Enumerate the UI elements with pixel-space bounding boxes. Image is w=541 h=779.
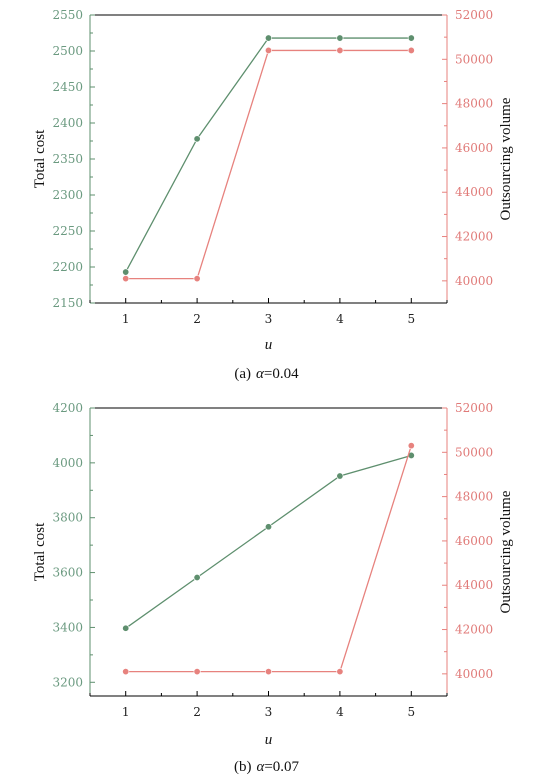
total-cost-point <box>407 34 415 42</box>
left-tick-label: 2250 <box>52 224 83 238</box>
left-tick-label: 4000 <box>52 456 83 470</box>
outsourcing-volume-point <box>122 275 130 283</box>
caption-prefix: (a) <box>234 366 251 382</box>
left-tick-label: 2150 <box>52 296 83 310</box>
total-cost-point <box>336 472 344 480</box>
caption-value: =0.04 <box>264 366 299 382</box>
outsourcing-volume-point <box>336 668 344 676</box>
left-tick-label: 3200 <box>52 675 83 689</box>
chart-panel-a: 2150 2200 2250 2300 2350 2400 2450 2500 2550 4000… <box>32 8 514 382</box>
left-tick-label: 2450 <box>52 80 83 94</box>
right-tick-label: 42000 <box>455 623 493 637</box>
outsourcing-volume-line <box>125 49 412 280</box>
caption-prefix: (b) <box>234 759 252 775</box>
right-tick-label: 50000 <box>455 52 493 66</box>
left-axis-title: Total cost <box>32 522 48 581</box>
x-tick-label: 1 <box>122 312 130 326</box>
left-tick-label: 3800 <box>52 511 83 525</box>
x-axis-title: u <box>265 337 273 353</box>
total-cost-point <box>193 135 201 143</box>
x-tick-label: 2 <box>193 312 201 326</box>
right-tick-label: 42000 <box>455 230 493 244</box>
left-tick-label: 2500 <box>52 44 83 58</box>
outsourcing-volume-point <box>407 442 415 450</box>
left-tick-label: 2200 <box>52 260 83 274</box>
right-tick-label: 44000 <box>455 578 493 592</box>
right-tick-label: 48000 <box>455 490 493 504</box>
x-tick-label: 5 <box>407 705 415 719</box>
total-cost-line <box>125 37 412 273</box>
total-cost-point <box>122 268 130 276</box>
caption-variable: α <box>256 366 265 382</box>
total-cost-point <box>193 574 201 582</box>
x-tick-label: 4 <box>336 312 344 326</box>
right-tick-label: 40000 <box>455 667 493 681</box>
outsourcing-volume-point <box>122 668 130 676</box>
left-tick-label: 2300 <box>52 188 83 202</box>
left-tick-label: 2550 <box>52 8 83 22</box>
panel-caption: (a) α=0.04 <box>234 366 299 382</box>
left-axis-title: Total cost <box>32 129 48 188</box>
right-tick-label: 46000 <box>455 534 493 548</box>
total-cost-line <box>125 454 412 629</box>
right-axis-title: Outsourcing volume <box>498 97 514 220</box>
total-cost-point <box>122 624 130 632</box>
x-axis-title: u <box>265 732 273 748</box>
left-tick-label: 2350 <box>52 152 83 166</box>
x-tick-label: 3 <box>265 312 273 326</box>
right-tick-label: 44000 <box>455 185 493 199</box>
outsourcing-volume-point <box>336 46 344 54</box>
left-tick-label: 3600 <box>52 566 83 580</box>
x-tick-label: 4 <box>336 705 344 719</box>
total-cost-point <box>336 34 344 42</box>
x-tick-label: 2 <box>193 705 201 719</box>
left-tick-label: 3400 <box>52 620 83 634</box>
chart-panel-b: 3200 3400 3600 3800 4000 4200 40000 42000 44000 4… <box>32 401 514 775</box>
outsourcing-volume-point <box>193 668 201 676</box>
right-tick-label: 52000 <box>455 8 493 22</box>
x-tick-label: 1 <box>122 705 130 719</box>
outsourcing-volume-point <box>264 668 272 676</box>
left-tick-label: 4200 <box>52 401 83 415</box>
right-axis-title: Outsourcing volume <box>498 490 514 613</box>
outsourcing-volume-point <box>193 275 201 283</box>
outsourcing-volume-point <box>264 46 272 54</box>
right-tick-label: 48000 <box>455 97 493 111</box>
caption-value: =0.07 <box>264 759 299 775</box>
right-tick-label: 52000 <box>455 401 493 415</box>
total-cost-point <box>264 34 272 42</box>
caption-variable: α <box>256 759 265 775</box>
right-tick-label: 50000 <box>455 445 493 459</box>
left-tick-label: 2400 <box>52 116 83 130</box>
outsourcing-volume-point <box>407 46 415 54</box>
x-tick-label: 3 <box>265 705 273 719</box>
x-tick-label: 5 <box>407 312 415 326</box>
right-tick-label: 40000 <box>455 274 493 288</box>
total-cost-point <box>264 523 272 531</box>
panel-caption: (b) α=0.07 <box>234 759 300 775</box>
right-tick-label: 46000 <box>455 141 493 155</box>
outsourcing-volume-line <box>125 445 412 673</box>
